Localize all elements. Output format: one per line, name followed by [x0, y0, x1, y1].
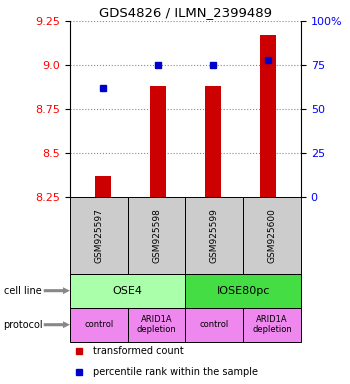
Text: transformed count: transformed count: [93, 346, 184, 356]
Text: IOSE80pc: IOSE80pc: [217, 286, 270, 296]
Text: control: control: [200, 320, 229, 329]
Bar: [260, 35, 276, 197]
Bar: [128, 308, 186, 342]
Text: OSE4: OSE4: [113, 286, 143, 296]
Bar: [205, 86, 221, 197]
Text: GSM925600: GSM925600: [268, 208, 276, 263]
Text: ARID1A
depletion: ARID1A depletion: [252, 315, 292, 334]
Text: protocol: protocol: [4, 320, 43, 330]
Text: GSM925598: GSM925598: [152, 208, 161, 263]
Text: control: control: [84, 320, 113, 329]
Text: cell line: cell line: [4, 286, 41, 296]
Bar: [70, 308, 128, 342]
Bar: [186, 274, 301, 308]
Text: GSM925597: GSM925597: [94, 208, 103, 263]
Bar: [186, 197, 243, 274]
Bar: [243, 197, 301, 274]
Text: GSM925599: GSM925599: [210, 208, 219, 263]
Bar: [128, 197, 186, 274]
Bar: [243, 308, 301, 342]
Bar: [150, 86, 166, 197]
Bar: [70, 197, 128, 274]
Title: GDS4826 / ILMN_2399489: GDS4826 / ILMN_2399489: [99, 5, 272, 18]
Text: ARID1A
depletion: ARID1A depletion: [137, 315, 176, 334]
Bar: [70, 274, 186, 308]
Text: percentile rank within the sample: percentile rank within the sample: [93, 367, 258, 377]
Bar: [186, 308, 243, 342]
Bar: [95, 176, 111, 197]
